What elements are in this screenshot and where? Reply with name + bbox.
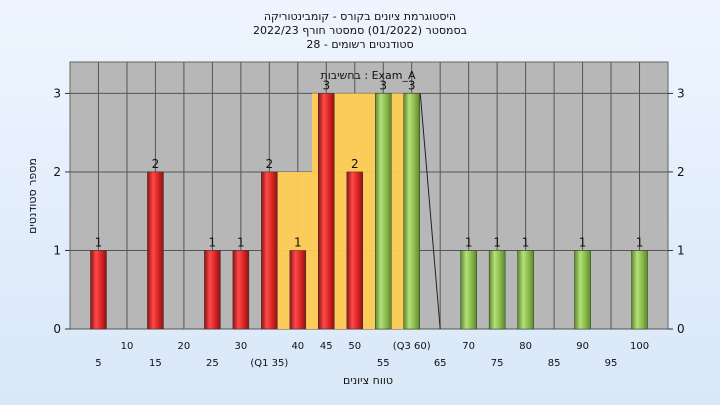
- x-tick-label-upper: 50: [348, 341, 361, 352]
- y-tick-label-right: 1: [677, 243, 685, 257]
- bar: [574, 250, 591, 330]
- x-tick-label-upper: 70: [462, 341, 475, 352]
- y-tick-label-left: 2: [53, 165, 61, 179]
- bar-value-label: 3: [322, 78, 330, 92]
- bar: [204, 250, 221, 330]
- x-tick-label-lower: (Q1 35): [250, 358, 288, 369]
- bar-value-label: 1: [209, 235, 217, 249]
- bar: [374, 93, 392, 330]
- x-tick-label-upper: 30: [234, 341, 247, 352]
- x-tick-label-upper: 90: [576, 341, 589, 352]
- bar-value-label: 1: [636, 235, 644, 249]
- bar-value-label: 1: [465, 235, 473, 249]
- bar-value-label: 2: [351, 157, 359, 171]
- x-tick-label-upper: (Q3 60): [393, 341, 431, 352]
- bar: [147, 171, 164, 330]
- y-tick-label-left: 1: [53, 243, 61, 257]
- y-ticks-right: 0 1 2 3: [668, 86, 685, 336]
- x-ticks: 10 20 30 40 45 50 (Q3 60) 70 80 90 100 5 15 25 (Q1 35)…: [95, 341, 649, 369]
- x-tick-label-lower: 5: [95, 358, 101, 369]
- x-tick-label-lower: 15: [149, 358, 162, 369]
- x-tick-label-lower: 65: [434, 358, 447, 369]
- y-tick-label-right: 2: [677, 165, 685, 179]
- x-tick-label-upper: 20: [178, 341, 191, 352]
- x-tick-label-lower: 85: [548, 358, 561, 369]
- x-tick-label-lower: 75: [491, 358, 504, 369]
- bars-group: [90, 93, 648, 330]
- x-tick-label-upper: 80: [519, 341, 532, 352]
- bar: [346, 171, 364, 330]
- x-tick-label-lower: 25: [206, 358, 219, 369]
- bar-labels-group: 1 2 1 1 2 1 3 2 3 3 1 1 1 1 1: [95, 78, 644, 249]
- bar: [261, 171, 278, 330]
- x-tick-label-upper: 10: [121, 341, 134, 352]
- x-tick-label-lower: 95: [605, 358, 618, 369]
- bar: [289, 250, 307, 330]
- chart-title-line-3: סטודנטים רשומים - 28: [306, 38, 414, 51]
- bar-value-label: 1: [493, 235, 501, 249]
- quartile-band-edge: [419, 93, 441, 330]
- bar-value-label: 1: [522, 235, 530, 249]
- bar-value-label: 1: [95, 235, 103, 249]
- x-tick-label-upper: 45: [320, 341, 333, 352]
- bar-value-label: 2: [152, 157, 160, 171]
- bar: [460, 250, 477, 330]
- y-tick-label-left: 3: [53, 86, 61, 100]
- bar: [90, 250, 107, 330]
- bar: [232, 250, 250, 330]
- x-tick-label-lower: 55: [377, 358, 390, 369]
- bar-value-label: 3: [408, 78, 416, 92]
- x-tick-label-upper: 100: [630, 341, 649, 352]
- bar-value-label: 1: [579, 235, 587, 249]
- y-tick-label-right: 3: [677, 86, 685, 100]
- bar: [517, 250, 534, 330]
- bar-value-label: 3: [379, 78, 387, 92]
- bar-value-label: 2: [266, 157, 274, 171]
- bar: [488, 250, 506, 330]
- x-tick-label-upper: 40: [291, 341, 304, 352]
- chart-title-line-2: בסמסטר (01/2022) סמסטר חורף 2022/23: [253, 24, 467, 37]
- bar: [631, 250, 648, 330]
- y-ticks-left: 0 1 2 3: [53, 86, 70, 336]
- y-axis-label: מספר סטודנטים: [26, 158, 39, 234]
- legend-label: בחשיבות : Exam_A: [320, 69, 416, 82]
- bar: [403, 93, 420, 330]
- chart-title-line-1: היסטוגרמת ציונים בקורס - קומבינטוריקה: [263, 10, 457, 23]
- bar-value-label: 1: [294, 235, 302, 249]
- bar: [318, 93, 335, 330]
- bar-value-label: 1: [237, 235, 245, 249]
- y-tick-label-left: 0: [53, 322, 61, 336]
- y-tick-label-right: 0: [677, 322, 685, 336]
- x-axis-label: טווח ציונים: [343, 374, 393, 387]
